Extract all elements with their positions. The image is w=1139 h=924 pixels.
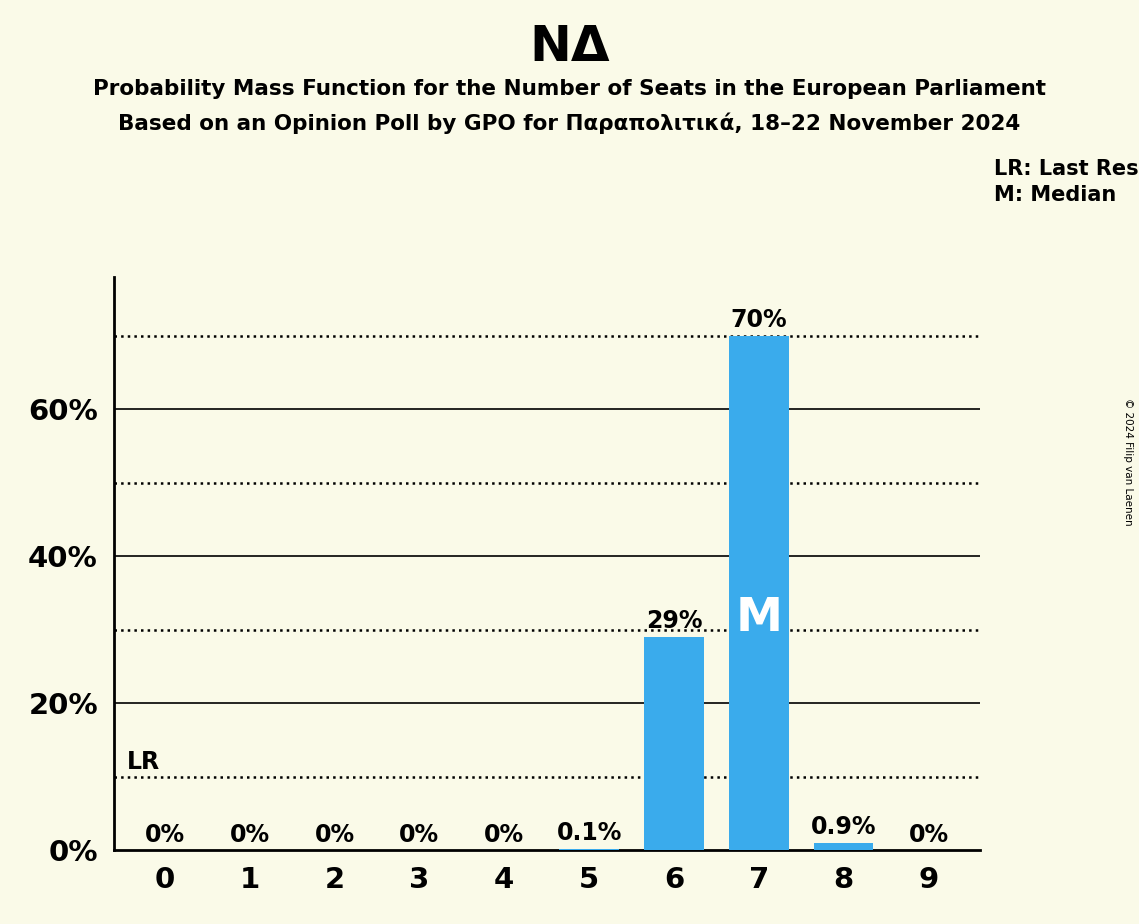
Text: 0%: 0% <box>484 823 524 847</box>
Bar <box>645 637 704 850</box>
Text: 0.9%: 0.9% <box>811 815 877 839</box>
Text: 0%: 0% <box>145 823 185 847</box>
Bar <box>729 336 788 850</box>
Text: 0%: 0% <box>909 823 949 847</box>
Text: LR: LR <box>126 749 159 773</box>
Text: 70%: 70% <box>730 308 787 332</box>
Text: NΔ: NΔ <box>530 23 609 71</box>
Text: Based on an Opinion Poll by GPO for Παραπολιτικά, 18–22 November 2024: Based on an Opinion Poll by GPO for Παρα… <box>118 113 1021 134</box>
Text: 0%: 0% <box>400 823 440 847</box>
Text: 0%: 0% <box>314 823 354 847</box>
Text: 0%: 0% <box>230 823 270 847</box>
Text: 29%: 29% <box>646 609 703 633</box>
Bar <box>814 844 874 850</box>
Text: LR: Last Result: LR: Last Result <box>994 159 1139 179</box>
Text: Probability Mass Function for the Number of Seats in the European Parliament: Probability Mass Function for the Number… <box>93 79 1046 99</box>
Text: M: M <box>736 596 782 641</box>
Text: © 2024 Filip van Laenen: © 2024 Filip van Laenen <box>1123 398 1132 526</box>
Text: M: Median: M: Median <box>994 185 1116 205</box>
Text: 0.1%: 0.1% <box>557 821 622 845</box>
